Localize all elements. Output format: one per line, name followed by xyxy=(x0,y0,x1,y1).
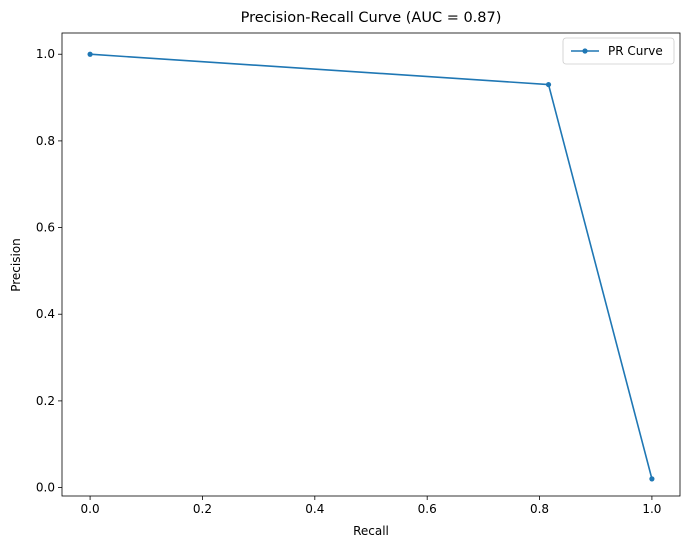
axes-frame xyxy=(61,32,681,497)
y-tick-label: 1.0 xyxy=(36,47,55,61)
y-tick-label: 0.8 xyxy=(36,134,55,148)
x-tick-label: 1.0 xyxy=(642,502,661,516)
legend-swatch-marker xyxy=(582,48,588,54)
data-point xyxy=(87,51,93,57)
y-tick-label: 0.0 xyxy=(36,481,55,495)
x-tick-label: 0.4 xyxy=(305,502,324,516)
chart-title: Precision-Recall Curve (AUC = 0.87) xyxy=(241,10,502,26)
plot-area xyxy=(61,32,681,497)
x-axis-label: Recall xyxy=(353,524,389,538)
data-point xyxy=(649,476,655,482)
legend-box xyxy=(562,37,675,65)
x-axis: 0.0 0.2 0.4 0.6 0.8 1.0 xyxy=(81,496,661,516)
legend-label: PR Curve xyxy=(608,44,663,58)
y-tick-label: 0.4 xyxy=(36,307,55,321)
x-tick-label: 0.6 xyxy=(418,502,437,516)
data-point xyxy=(545,81,552,88)
legend: PR Curve xyxy=(562,37,675,65)
y-axis-label: Precision xyxy=(9,238,23,292)
x-tick-label: 0.0 xyxy=(81,502,100,516)
y-axis: 0.0 0.2 0.4 0.6 0.8 1.0 xyxy=(36,47,62,495)
x-tick-label: 0.2 xyxy=(193,502,212,516)
x-tick-label: 0.8 xyxy=(530,502,549,516)
y-tick-label: 0.2 xyxy=(36,394,55,408)
y-tick-label: 0.6 xyxy=(36,221,55,235)
